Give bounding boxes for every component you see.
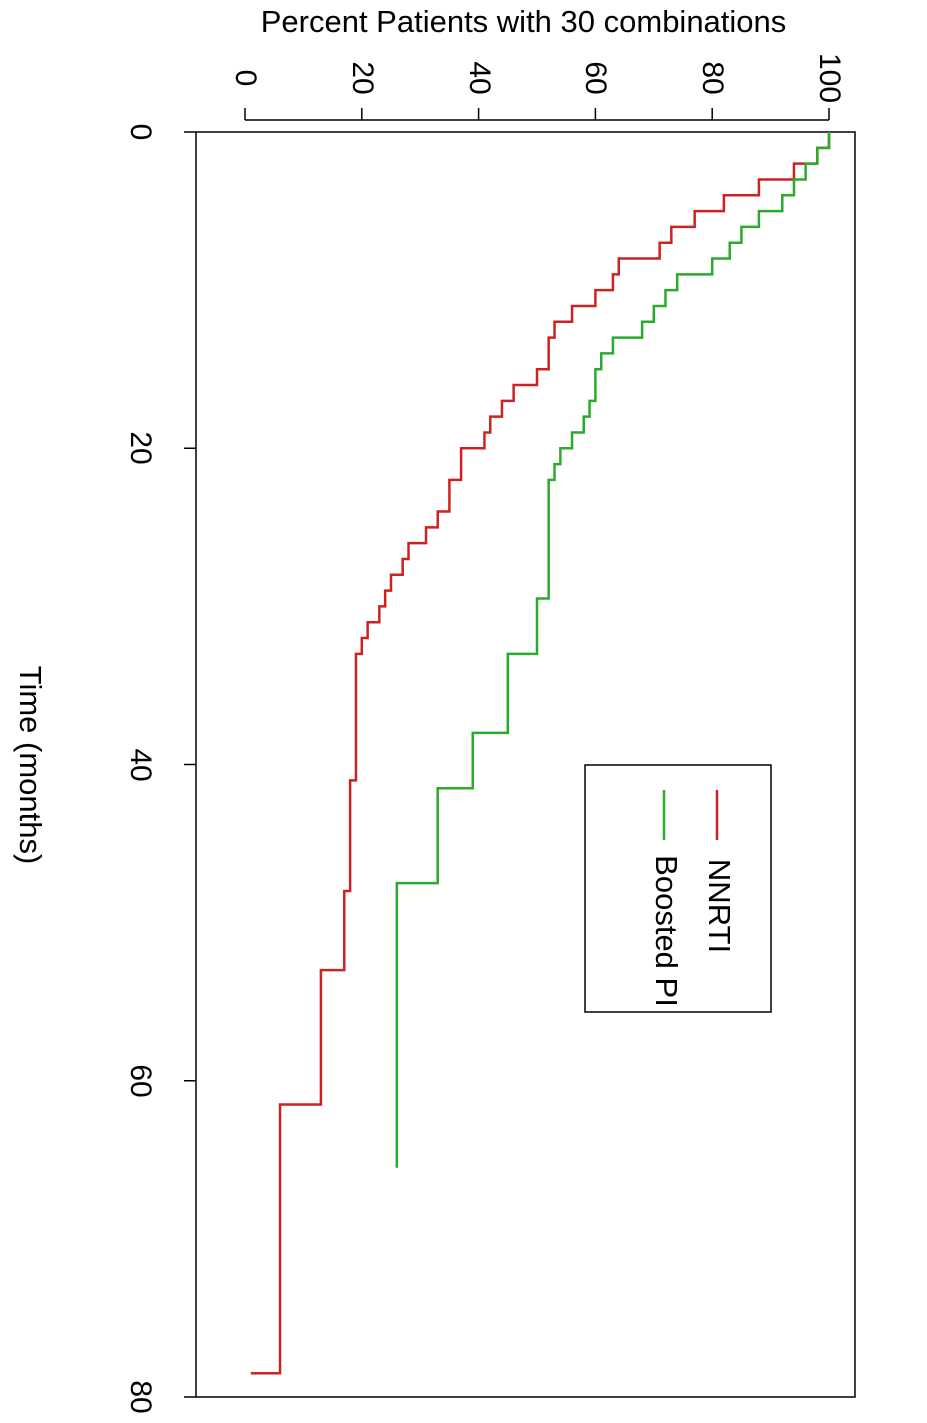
legend [584,764,772,1013]
x-axis [184,131,196,1398]
y-axis [244,108,830,121]
chart-title: Percent Patients with 30 combinations [260,4,787,39]
series-line-nnrti [250,132,831,1375]
x-tick-label: 0 [124,123,157,141]
x-tick-label: 60 [124,1064,157,1098]
y-tick-label: 20 [345,61,379,95]
y-tick-label: 60 [579,61,613,95]
x-tick-label: 40 [124,747,157,782]
x-tick-label: 80 [124,1380,157,1414]
y-tick-label: 80 [696,61,730,95]
x-axis-title: Time (months) [13,665,48,865]
y-tick-label: 40 [462,61,496,95]
x-tick-label: 20 [124,431,157,465]
y-tick-label: 0 [229,69,262,87]
legend-box [584,764,772,1013]
y-tick-label: 100 [813,52,846,104]
legend-label-nnrti: NNRTI [702,858,737,954]
series-layer [250,132,831,1375]
series-line-boosted-pi [395,132,831,1168]
legend-label-boosted-pi: Boosted PI [649,855,684,1007]
